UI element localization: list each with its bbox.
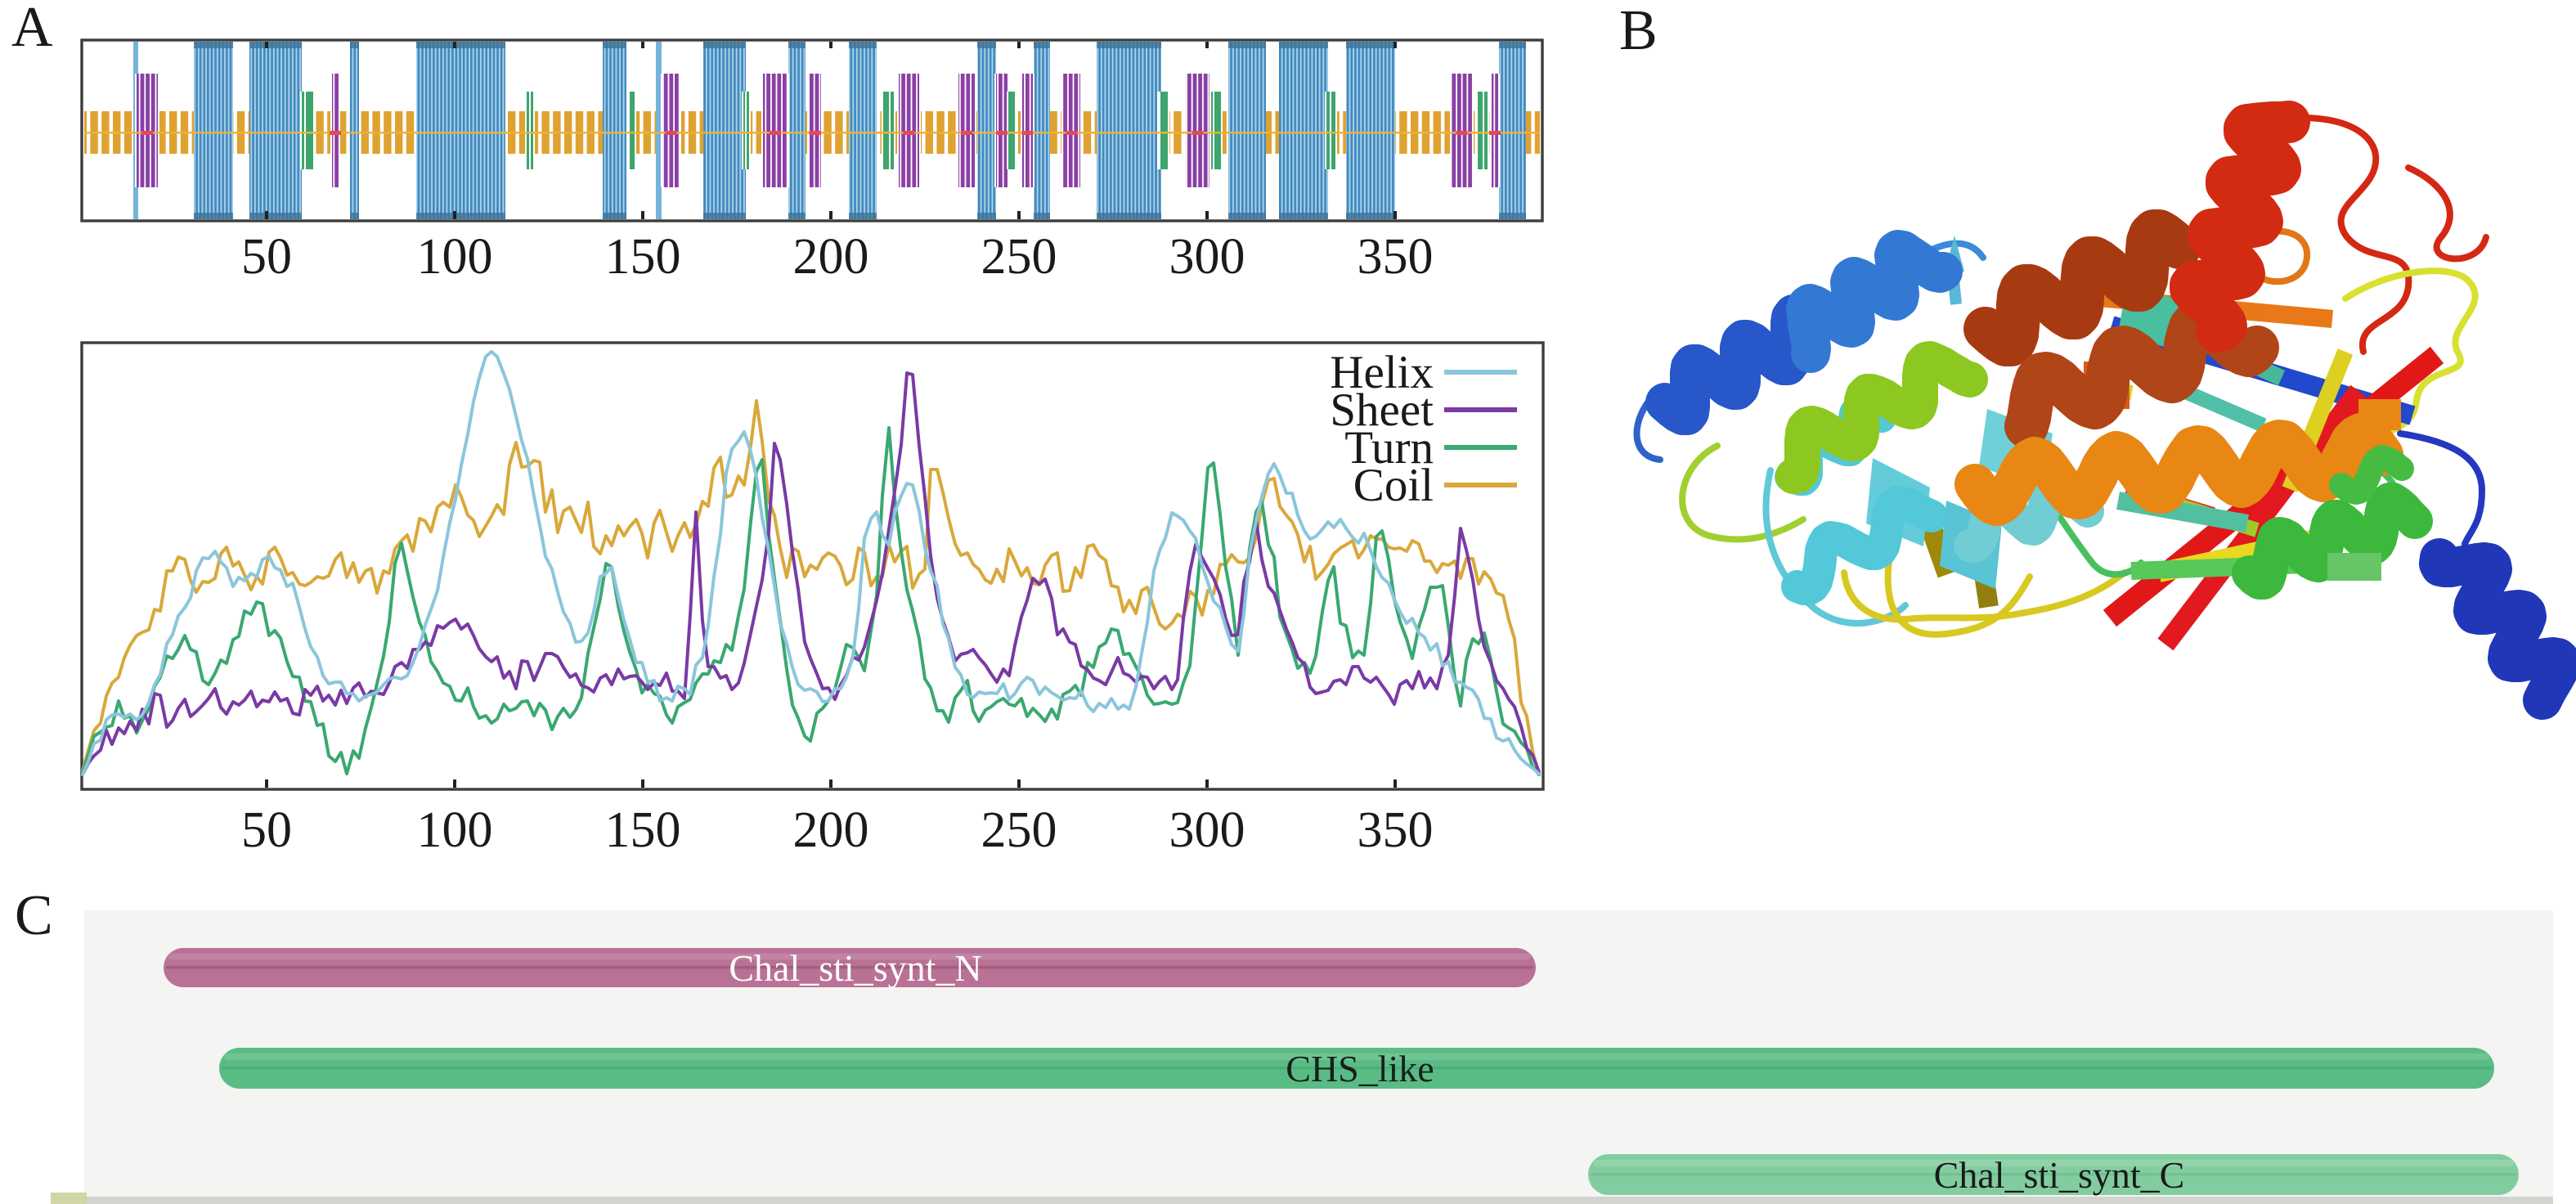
svg-text:150: 150 [605,229,681,285]
svg-text:Turn: Turn [1344,422,1434,474]
svg-text:CHS_like: CHS_like [1286,1048,1434,1089]
svg-text:250: 250 [981,802,1057,858]
svg-text:B: B [1619,0,1658,62]
svg-text:Chal_sti_synt_C: Chal_sti_synt_C [1934,1154,2185,1196]
svg-text:300: 300 [1169,802,1245,858]
svg-text:300: 300 [1169,229,1245,285]
svg-text:100: 100 [417,229,493,285]
svg-text:Chal_sti_synt_N: Chal_sti_synt_N [729,947,981,989]
svg-text:50: 50 [241,802,292,858]
svg-text:Sheet: Sheet [1330,384,1434,436]
svg-text:50: 50 [241,229,292,285]
svg-text:150: 150 [605,802,681,858]
svg-text:200: 200 [793,229,869,285]
svg-text:200: 200 [793,802,869,858]
svg-text:Coil: Coil [1353,460,1434,511]
svg-text:100: 100 [417,802,493,858]
svg-text:350: 350 [1358,802,1434,858]
svg-text:250: 250 [981,229,1057,285]
svg-text:Helix: Helix [1330,347,1434,398]
svg-text:C: C [15,884,53,947]
svg-text:A: A [11,0,53,59]
svg-text:350: 350 [1358,229,1434,285]
